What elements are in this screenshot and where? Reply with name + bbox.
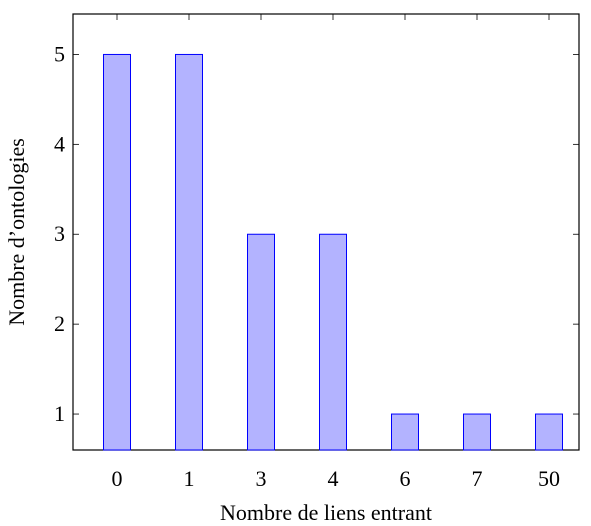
y-axis: 1 2 3 4 5 bbox=[54, 41, 579, 426]
y-axis-label: Nombre d’ontologies bbox=[4, 138, 29, 326]
x-tick-label: 7 bbox=[472, 466, 483, 491]
bar bbox=[175, 53, 203, 451]
y-tick-label: 2 bbox=[54, 311, 65, 336]
y-tick-label: 5 bbox=[54, 41, 65, 66]
bar bbox=[391, 413, 419, 451]
x-axis-label: Nombre de liens entrant bbox=[220, 500, 432, 525]
x-tick-label: 6 bbox=[400, 466, 411, 491]
y-tick-label: 3 bbox=[54, 221, 65, 246]
bar bbox=[247, 233, 275, 451]
x-tick-label: 50 bbox=[538, 466, 560, 491]
bars bbox=[103, 53, 563, 451]
y-tick-label: 4 bbox=[54, 131, 65, 156]
y-tick-label: 1 bbox=[54, 401, 65, 426]
x-tick-label: 4 bbox=[328, 466, 339, 491]
bar bbox=[463, 413, 491, 451]
bar bbox=[103, 53, 131, 451]
x-tick-label: 3 bbox=[256, 466, 267, 491]
x-tick-label: 1 bbox=[184, 466, 195, 491]
bar bbox=[319, 233, 347, 451]
x-tick-label: 0 bbox=[112, 466, 123, 491]
bar bbox=[535, 413, 563, 451]
